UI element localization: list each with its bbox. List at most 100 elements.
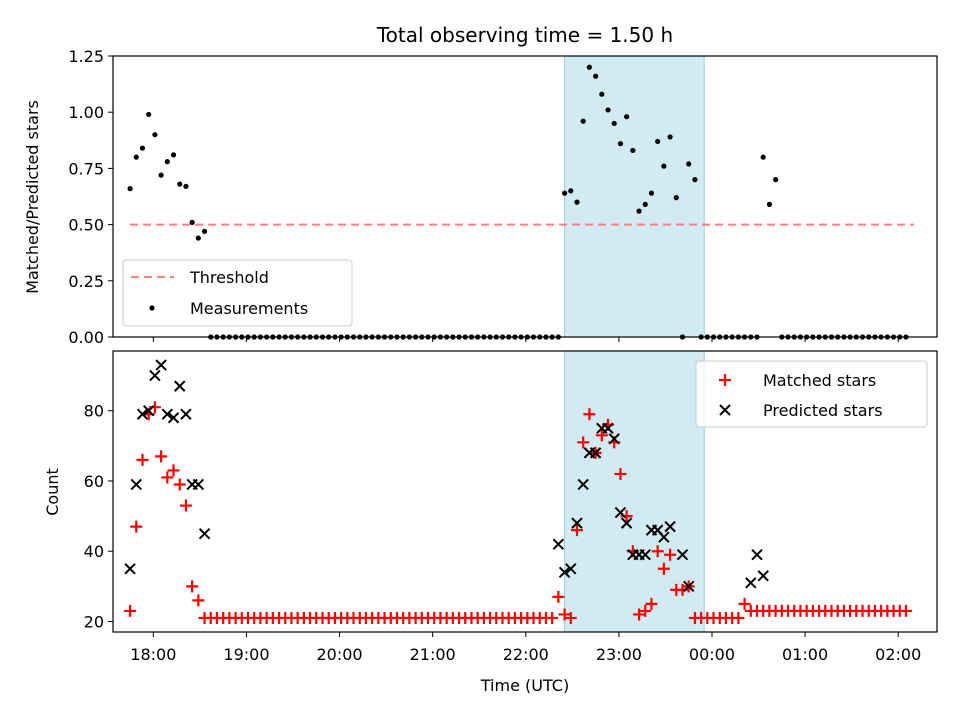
- count-plot-frame: [112, 350, 938, 633]
- measurement-point: [195, 235, 201, 241]
- measurement-point: [617, 141, 624, 147]
- ratio-y-tick-label: 1.00: [68, 103, 104, 122]
- matched-star-point: [564, 611, 577, 624]
- measurement-point: [146, 111, 152, 118]
- predicted-star-point: [757, 570, 769, 582]
- matched-star-point: [173, 478, 186, 491]
- matched-star-point: [155, 450, 168, 463]
- measurement-point: [599, 91, 605, 97]
- predicted-star-point: [658, 531, 670, 543]
- count-highlight-span: [564, 350, 705, 633]
- ratio-plot-frame: [112, 55, 938, 338]
- x-tick-label: 20:00: [317, 645, 363, 664]
- measurement-point: [686, 161, 692, 167]
- predicted-star-point: [130, 478, 142, 491]
- predicted-star-point: [149, 369, 161, 382]
- legend-measurements-swatch: [149, 305, 155, 311]
- measurement-point: [611, 120, 617, 127]
- predicted-star-point: [614, 506, 627, 519]
- measurement-point: [152, 132, 158, 138]
- matched-star-point: [179, 499, 192, 512]
- measurement-point: [760, 154, 766, 160]
- matched-star-point: [583, 408, 596, 421]
- measurement-point: [580, 118, 586, 124]
- matched-star-point: [124, 604, 137, 617]
- measurement-point: [673, 195, 679, 201]
- matched-star-point: [136, 453, 149, 466]
- ratio-y-axis-label: Matched/Predicted stars: [23, 100, 42, 294]
- x-tick-label: 01:00: [782, 645, 828, 664]
- count-y-axis-label: Count: [43, 468, 62, 516]
- matched-star-point: [732, 611, 745, 624]
- predicted-star-point: [565, 563, 577, 575]
- measurement-point: [692, 177, 698, 183]
- predicted-star-point: [608, 433, 620, 445]
- predicted-star-point: [620, 517, 633, 529]
- measurement-point: [177, 181, 183, 187]
- ratio-highlight-span: [564, 55, 705, 338]
- x-tick-label: 23:00: [596, 645, 642, 664]
- count-panel: 20 40 60 80 18:00 19:00 20:00 21:00 22:00 23:00 00…: [84, 350, 938, 664]
- measurement-point: [133, 154, 139, 160]
- ratio-y-tick-label: 0.75: [68, 159, 104, 178]
- measurement-point: [189, 219, 195, 225]
- matched-star-point: [738, 597, 751, 610]
- ratio-y-tick-label: 0.50: [68, 216, 104, 235]
- predicted-star-point: [571, 517, 583, 529]
- predicted-star-point: [676, 549, 689, 561]
- measurement-point: [561, 190, 568, 196]
- measurement-point: [158, 172, 164, 178]
- measurement-point: [661, 163, 667, 169]
- predicted-star-point: [664, 520, 676, 533]
- measurement-point: [201, 228, 208, 234]
- legend-threshold-label: Threshold: [189, 268, 269, 287]
- predicted-star-point: [589, 447, 602, 459]
- x-tick-label: 00:00: [689, 645, 735, 664]
- measurement-point: [630, 147, 636, 154]
- predicted-star-point: [751, 549, 763, 561]
- predicted-star-point: [124, 563, 136, 575]
- measurement-point: [170, 152, 177, 158]
- matched-star-point: [161, 471, 174, 484]
- measurement-point: [568, 188, 574, 194]
- measurement-point: [586, 64, 592, 70]
- ratio-panel: 0.00 0.25 0.50 0.75 1.00 1.25 Threshold Measure…: [68, 47, 938, 347]
- matched-star-point: [167, 464, 180, 477]
- measurement-point: [773, 177, 779, 183]
- predicted-star-point: [161, 408, 174, 420]
- matched-star-point: [552, 590, 565, 603]
- chart-title: Total observing time = 1.50 h: [376, 23, 673, 47]
- matched-star-point: [186, 580, 199, 593]
- measurement-point: [605, 107, 611, 113]
- matched-star-point: [645, 597, 658, 610]
- predicted-star-point: [198, 527, 211, 540]
- matched-star-point: [595, 429, 608, 442]
- predicted-star-point: [174, 380, 186, 392]
- predicted-star-point: [142, 405, 155, 417]
- measurement-point: [648, 190, 655, 196]
- measurement-point: [642, 201, 648, 207]
- measurement-point: [667, 134, 673, 140]
- ratio-y-tick-label: 0.00: [68, 328, 104, 347]
- measurement-point: [183, 183, 189, 189]
- predicted-star-point: [180, 408, 192, 420]
- measurement-point: [636, 208, 642, 214]
- measurement-point: [624, 114, 630, 120]
- predicted-star-point: [683, 580, 695, 593]
- matched-star-point: [657, 562, 670, 575]
- measurement-point: [139, 145, 146, 151]
- predicted-star-point: [136, 408, 149, 420]
- count-y-tick-label: 40: [84, 542, 104, 561]
- matched-star-point: [570, 524, 583, 537]
- matched-star-point: [577, 436, 590, 449]
- predicted-star-point: [192, 478, 205, 491]
- legend-matched-label: Matched stars: [763, 371, 876, 390]
- predicted-star-point: [577, 478, 589, 491]
- matched-star-point: [651, 545, 664, 558]
- legend-predicted-swatch: [719, 404, 731, 416]
- measurement-point: [127, 186, 133, 192]
- matched-star-point: [130, 520, 143, 533]
- count-y-tick-label: 60: [84, 472, 104, 491]
- ratio-y-tick-label: 0.25: [68, 272, 104, 291]
